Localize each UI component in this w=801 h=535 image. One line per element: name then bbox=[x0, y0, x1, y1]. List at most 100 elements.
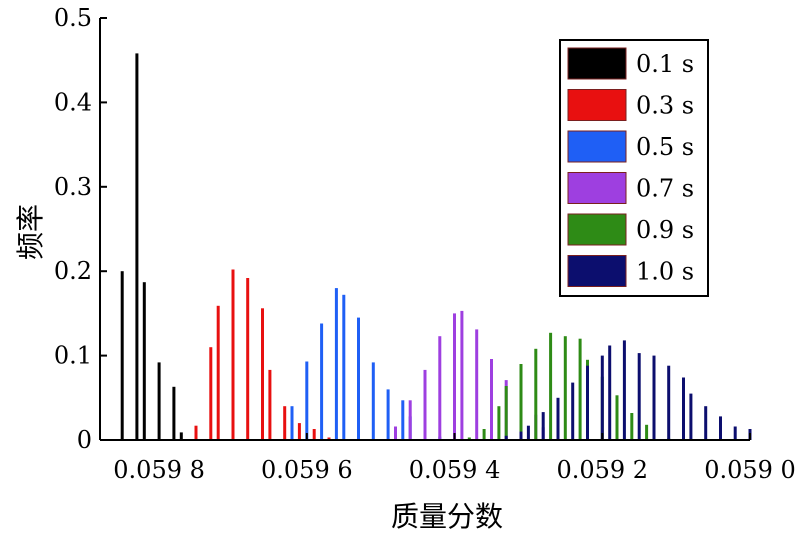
bar bbox=[327, 437, 331, 440]
axes bbox=[99, 18, 750, 441]
bar bbox=[209, 347, 213, 440]
bars-layer bbox=[120, 53, 752, 441]
bar bbox=[135, 53, 139, 441]
bar bbox=[689, 393, 693, 440]
bar bbox=[460, 310, 464, 440]
bar bbox=[504, 386, 508, 440]
legend-swatch bbox=[567, 89, 627, 121]
bar bbox=[401, 400, 405, 440]
x-tick-label: 0.059 6 bbox=[261, 456, 353, 484]
bar bbox=[578, 338, 582, 440]
legend-label: 1.0 s bbox=[636, 258, 694, 286]
bar bbox=[682, 377, 685, 440]
y-tick-label: 0.5 bbox=[54, 4, 92, 32]
bar bbox=[438, 336, 442, 440]
bar bbox=[556, 397, 560, 440]
bar bbox=[120, 271, 124, 440]
bar bbox=[142, 282, 146, 440]
bar bbox=[549, 332, 553, 440]
y-tick-label: 0 bbox=[77, 426, 92, 454]
bar bbox=[467, 437, 471, 440]
legend-label: 0.3 s bbox=[636, 92, 694, 120]
bar bbox=[246, 278, 250, 440]
series-bars bbox=[504, 340, 752, 440]
bar bbox=[490, 359, 493, 440]
bar bbox=[571, 382, 575, 440]
bar bbox=[652, 355, 656, 440]
bar bbox=[704, 406, 708, 440]
legend-swatch bbox=[567, 47, 627, 80]
bar bbox=[526, 425, 530, 440]
bar bbox=[320, 323, 324, 440]
bar bbox=[586, 365, 589, 440]
bar bbox=[261, 308, 264, 440]
x-axis-title: 质量分数 bbox=[391, 500, 503, 533]
series-bars bbox=[194, 269, 331, 440]
bar bbox=[719, 416, 722, 440]
x-tick-label: 0.059 8 bbox=[113, 456, 205, 484]
series-bars bbox=[120, 53, 183, 441]
legend-swatch bbox=[567, 213, 627, 246]
bar bbox=[172, 386, 176, 440]
bar bbox=[622, 340, 626, 440]
bar bbox=[519, 364, 523, 440]
bar bbox=[268, 369, 272, 440]
bar bbox=[179, 432, 183, 440]
bar bbox=[497, 406, 501, 440]
bar bbox=[541, 412, 545, 440]
y-axis-title: 频率 bbox=[14, 204, 47, 260]
bar bbox=[519, 431, 523, 440]
bar bbox=[157, 362, 161, 440]
legend-label: 0.5 s bbox=[636, 133, 694, 161]
bar bbox=[283, 406, 287, 440]
bar bbox=[608, 345, 612, 440]
bar bbox=[475, 329, 479, 440]
bar bbox=[423, 369, 427, 440]
bar bbox=[600, 355, 604, 440]
bar bbox=[312, 429, 316, 440]
bar bbox=[297, 423, 301, 440]
bar bbox=[342, 294, 346, 440]
bar bbox=[637, 353, 641, 440]
x-ticks: 0.059 8 0.059 6 0.059 4 0.059 2 0.059 0 bbox=[113, 433, 796, 484]
legend: 0.1 s 0.3 s 0.5 s 0.7 s 0.9 s 1.0 s bbox=[559, 39, 709, 297]
bar bbox=[357, 317, 360, 440]
y-tick-label: 0.3 bbox=[54, 173, 92, 201]
bar bbox=[453, 313, 456, 440]
bar bbox=[667, 365, 671, 440]
bar bbox=[194, 425, 198, 440]
x-tick-label: 0.059 2 bbox=[556, 456, 648, 484]
bar bbox=[371, 362, 375, 440]
y-tick-label: 0.2 bbox=[54, 257, 92, 285]
series-bars bbox=[290, 288, 442, 440]
bar bbox=[563, 336, 567, 440]
bar bbox=[290, 406, 294, 440]
x-tick-label: 0.059 4 bbox=[409, 456, 501, 484]
bar bbox=[231, 269, 235, 440]
bar bbox=[630, 413, 634, 440]
bar bbox=[534, 348, 538, 440]
bar bbox=[394, 426, 397, 440]
bar bbox=[645, 424, 649, 440]
legend-items: 0.1 s 0.3 s 0.5 s 0.7 s 0.9 s 1.0 s bbox=[567, 47, 694, 287]
bar bbox=[386, 389, 390, 440]
legend-label: 0.7 s bbox=[636, 175, 694, 203]
legend-swatch bbox=[567, 172, 627, 204]
x-tick-label: 0.059 0 bbox=[704, 456, 796, 484]
bar bbox=[334, 288, 338, 440]
bar bbox=[482, 429, 486, 440]
bar bbox=[216, 305, 220, 440]
legend-label: 0.1 s bbox=[636, 50, 694, 78]
legend-swatch bbox=[567, 255, 627, 287]
y-tick-label: 0.4 bbox=[54, 88, 92, 116]
bar bbox=[504, 435, 508, 440]
bar bbox=[615, 395, 619, 440]
bar bbox=[733, 426, 737, 440]
legend-swatch bbox=[567, 130, 627, 163]
bar bbox=[408, 400, 412, 440]
y-tick-label: 0.1 bbox=[54, 342, 92, 370]
y-ticks: 0 0.1 0.2 0.3 0.4 0.5 bbox=[54, 4, 107, 454]
legend-label: 0.9 s bbox=[636, 216, 694, 244]
legend-box bbox=[559, 39, 709, 297]
